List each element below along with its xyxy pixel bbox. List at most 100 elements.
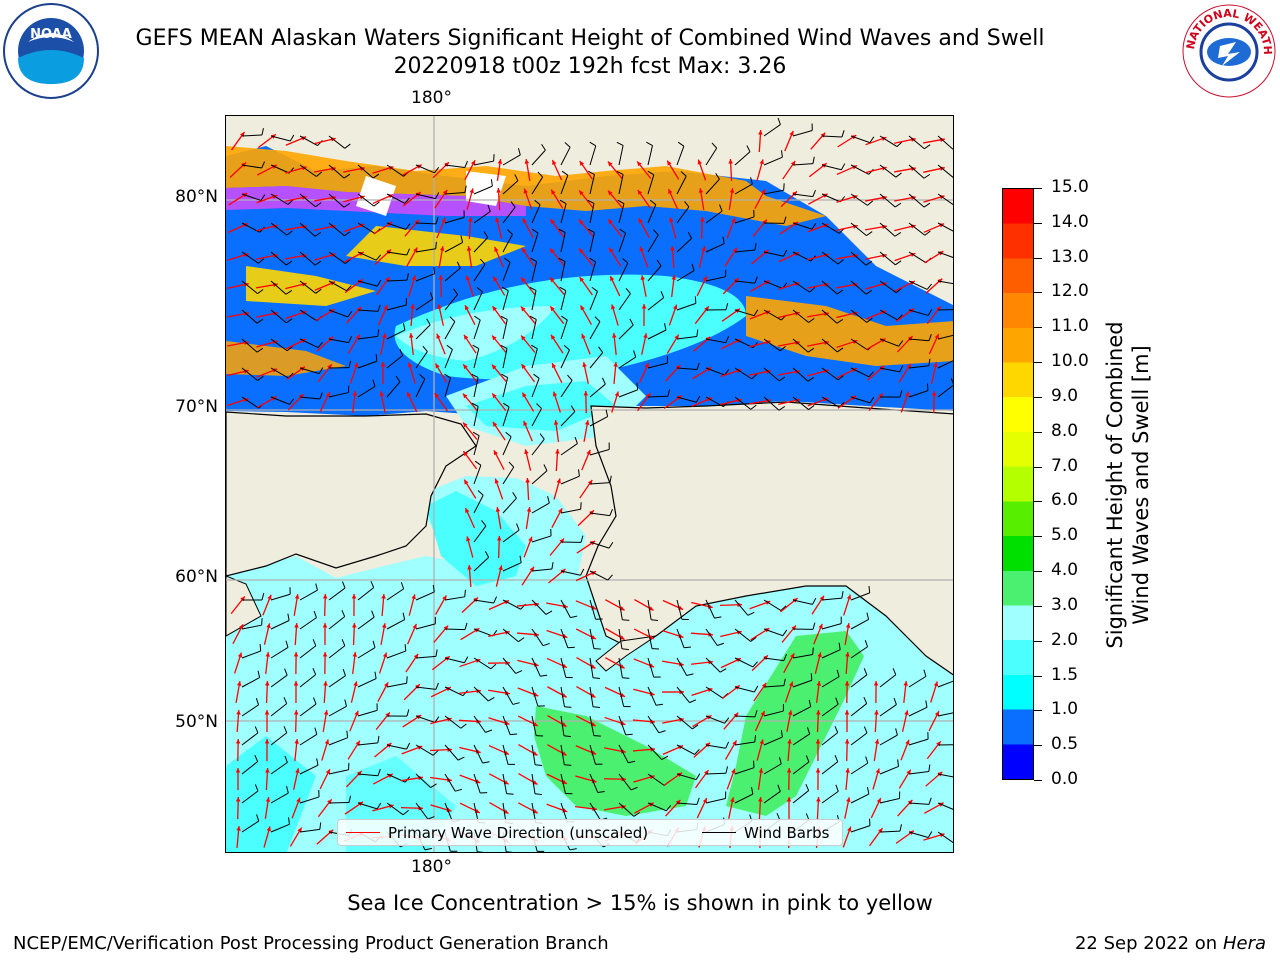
wave-direction-arrow — [436, 333, 446, 355]
wave-direction-arrow — [236, 825, 241, 849]
wind-barb — [937, 712, 953, 717]
wind-barb — [270, 640, 289, 659]
wind-barb — [241, 814, 260, 833]
wind-barb — [270, 613, 290, 630]
wind-barb — [471, 402, 479, 427]
wind-barb — [618, 258, 629, 282]
wind-barb — [879, 365, 904, 373]
wind-barb — [821, 697, 839, 717]
wave-direction-arrow — [813, 623, 823, 645]
colorbar-tick-mark — [1034, 710, 1042, 712]
wind-barb — [558, 257, 566, 282]
colorbar-tick-label: 10.0 — [1051, 351, 1089, 372]
wave-direction-arrow — [549, 305, 565, 325]
colorbar-tick-label: 13.0 — [1051, 246, 1089, 267]
wind-barb — [328, 668, 346, 688]
wave-direction-arrow — [293, 709, 299, 733]
wave-direction-arrow — [844, 797, 851, 819]
wind-barb — [299, 667, 317, 688]
wind-barb — [328, 193, 351, 208]
wave-direction-arrow — [492, 421, 506, 441]
wind-barb — [502, 257, 511, 282]
wind-barb — [618, 686, 631, 708]
wind-barb — [531, 657, 548, 677]
wave-direction-arrow — [465, 275, 475, 297]
wind-barb — [386, 742, 411, 750]
colorbar-tick-mark — [1034, 466, 1042, 468]
wind-barb — [589, 475, 612, 485]
wind-barb — [357, 671, 377, 688]
wind-barb — [530, 257, 538, 282]
wave-direction-arrow — [639, 246, 649, 268]
wind-barb — [501, 373, 509, 398]
wave-direction-arrow — [698, 246, 706, 268]
wind-barb — [415, 241, 437, 253]
wave-direction-arrow — [522, 217, 534, 239]
footer-date: 22 Sep 2022 on Hera — [1075, 933, 1266, 954]
wind-barb — [734, 599, 755, 616]
wind-barb — [415, 773, 437, 788]
wind-barb — [908, 309, 933, 316]
wave-direction-arrow — [844, 623, 851, 645]
wind-barb — [589, 316, 601, 340]
wave-direction-arrow — [609, 275, 621, 297]
wave-direction-arrow — [524, 159, 531, 181]
wind-barb — [531, 433, 545, 456]
wind-barb — [676, 201, 690, 224]
wind-barb — [473, 231, 489, 253]
wave-direction-arrow — [551, 507, 563, 529]
wave-direction-arrow — [233, 652, 243, 674]
wind-barb — [618, 228, 627, 253]
wind-barb — [502, 628, 525, 643]
wind-barb — [937, 773, 953, 778]
wind-barb — [386, 193, 410, 204]
colorbar-tick-mark — [1034, 396, 1042, 398]
colorbar-label-line2: Wind Waves and Swell [m] — [1129, 345, 1153, 625]
wind-barb — [734, 685, 759, 693]
wind-barb — [415, 217, 439, 225]
wind-barb — [560, 686, 572, 708]
wave-direction-arrow — [551, 159, 563, 181]
wave-direction-arrow — [607, 161, 623, 179]
wave-direction-arrow — [551, 362, 563, 384]
wave-direction-arrow — [900, 391, 910, 413]
wind-barb — [531, 562, 554, 572]
wind-barb — [647, 291, 665, 311]
wind-barb — [502, 523, 520, 543]
wave-direction-arrow — [930, 681, 939, 703]
wave-direction-arrow — [493, 449, 505, 471]
wind-barb — [647, 599, 659, 622]
wave-direction-arrow — [352, 390, 358, 414]
wave-direction-arrow — [784, 681, 794, 703]
wind-barb — [705, 269, 727, 282]
colorbar-label-line1: Significant Height of Combined — [1103, 321, 1127, 649]
wind-barb — [473, 550, 490, 572]
wind-barb — [879, 759, 900, 775]
wave-direction-arrow — [464, 304, 476, 326]
wind-barb — [647, 686, 664, 706]
wind-barb — [415, 616, 436, 630]
wind-barb — [473, 179, 493, 195]
wind-barb — [270, 309, 293, 324]
wind-barb — [850, 164, 874, 175]
wind-barb — [502, 402, 510, 427]
wind-barb — [587, 228, 595, 253]
wind-barb — [502, 773, 514, 795]
wind-barb — [792, 622, 816, 630]
wave-direction-arrow — [787, 738, 792, 762]
wind-barb — [241, 280, 264, 294]
wave-direction-arrow — [263, 623, 271, 645]
wave-direction-arrow — [293, 594, 300, 616]
wind-barb — [415, 744, 439, 756]
wind-barb — [850, 280, 873, 295]
wind-barb — [734, 145, 751, 166]
wind-barb — [241, 593, 265, 601]
wave-direction-arrow — [380, 361, 386, 385]
wind-barb — [357, 304, 381, 312]
wave-direction-arrow — [463, 334, 477, 354]
wind-barb — [616, 170, 624, 195]
wave-direction-arrow — [466, 536, 474, 558]
wave-direction-arrow — [550, 334, 564, 354]
wind-barb — [473, 657, 497, 670]
wave-direction-arrow — [520, 276, 536, 296]
